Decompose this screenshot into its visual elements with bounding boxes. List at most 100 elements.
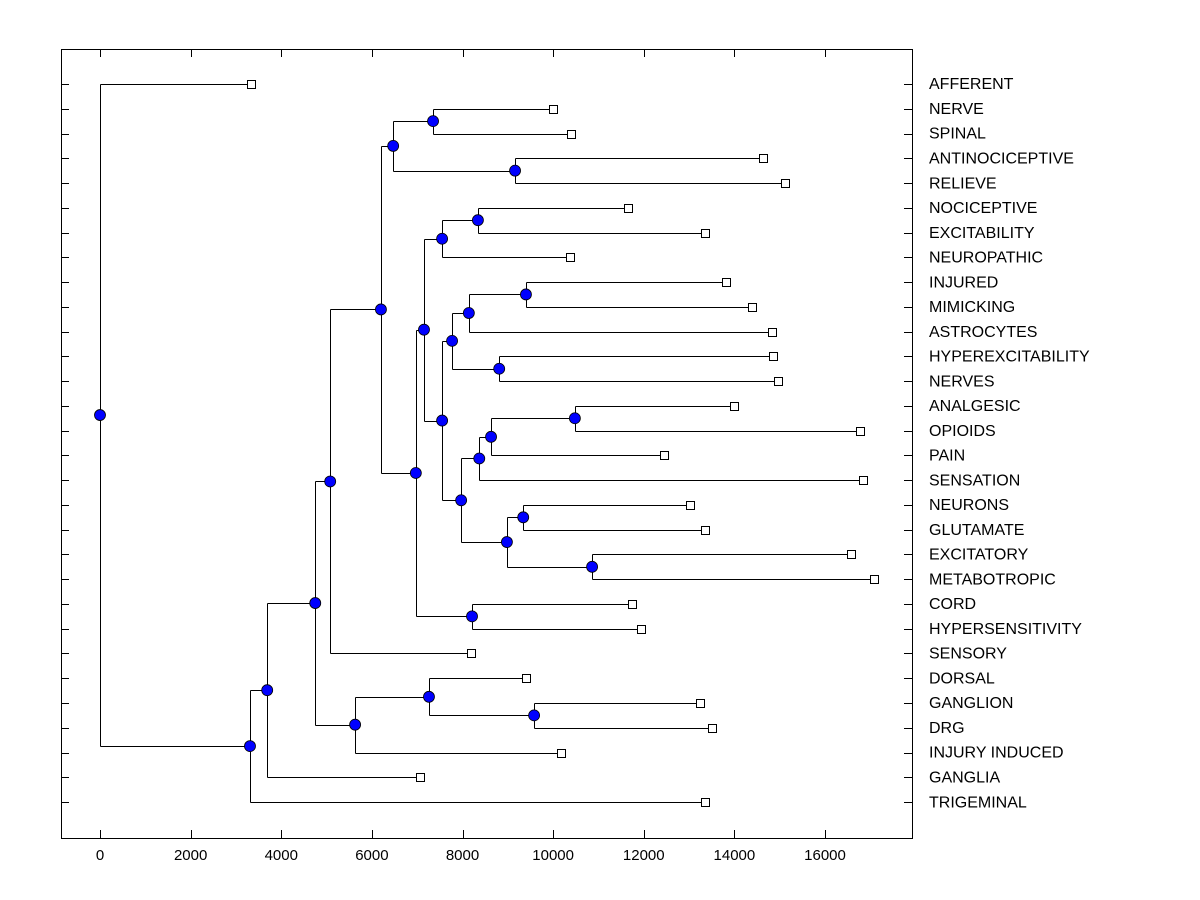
cluster-node-marker: [472, 214, 484, 227]
cluster-node-marker: [520, 288, 532, 301]
cluster-node-marker: [436, 232, 449, 245]
cluster-node-marker: [455, 494, 468, 507]
cluster-node-marker: [375, 303, 387, 316]
cluster-node-marker: [244, 740, 256, 753]
leaf-label: GANGLIA: [929, 769, 1000, 786]
leaf-marker: [722, 278, 731, 287]
cluster-node-marker: [94, 409, 106, 421]
leaf-marker: [686, 501, 695, 510]
leaf-label: DRG: [929, 720, 965, 737]
x-tick-label: 6000: [355, 847, 388, 864]
leaf-marker: [768, 328, 777, 337]
leaf-marker: [759, 154, 768, 163]
leaf-label: NERVE: [929, 101, 984, 118]
leaf-markers: [247, 80, 879, 807]
cluster-node-marker: [309, 597, 322, 609]
leaf-marker: [774, 377, 783, 386]
leaf-label: INJURED: [929, 274, 998, 291]
leaf-label: OPIOIDS: [929, 423, 996, 440]
tree-edges: [100, 84, 875, 803]
leaf-label: TRIGEMINAL: [929, 794, 1027, 811]
leaf-marker: [859, 476, 868, 485]
x-tick-label: 10000: [532, 847, 574, 864]
leaf-marker: [660, 451, 669, 460]
leaf-label: ANTINOCICEPTIVE: [929, 150, 1074, 167]
cluster-node-marker: [473, 452, 486, 465]
leaf-marker: [549, 105, 558, 114]
leaf-label: CORD: [929, 596, 976, 613]
cluster-node-marker: [485, 430, 497, 443]
leaf-marker: [566, 253, 575, 262]
leaf-marker: [847, 550, 856, 559]
leaf-label: ANALGESIC: [929, 398, 1021, 415]
axis-ticks: [61, 49, 912, 838]
leaf-label: METABOTROPIC: [929, 571, 1056, 588]
cluster-node-marker: [324, 475, 337, 488]
cluster-node-marker: [586, 560, 598, 573]
leaf-label: SPINAL: [929, 126, 986, 143]
leaf-label: MIMICKING: [929, 299, 1015, 316]
leaf-marker: [416, 773, 425, 782]
x-tick-label: 4000: [265, 847, 298, 864]
leaf-label: GLUTAMATE: [929, 522, 1024, 539]
leaf-marker: [696, 699, 705, 708]
x-tick-label: 8000: [446, 847, 479, 864]
leaf-label: RELIEVE: [929, 175, 997, 192]
leaf-label: NERVES: [929, 373, 995, 390]
x-tick-label: 14000: [714, 847, 756, 864]
leaf-label: SENSORY: [929, 646, 1007, 663]
cluster-node-marker: [427, 115, 439, 128]
cluster-node-marker: [509, 164, 521, 177]
cluster-node-marker: [466, 610, 478, 623]
leaf-label: NEUROPATHIC: [929, 250, 1043, 267]
leaf-label: SENSATION: [929, 472, 1020, 489]
cluster-node-marker: [446, 334, 458, 347]
leaf-label: HYPEREXCITABILITY: [929, 349, 1090, 366]
cluster-node-marker: [261, 684, 274, 697]
leaf-marker: [701, 229, 710, 238]
leaf-label: HYPERSENSITIVITY: [929, 621, 1082, 638]
leaf-label: ASTROCYTES: [929, 324, 1037, 341]
leaf-label: GANGLION: [929, 695, 1013, 712]
leaf-marker: [567, 130, 576, 139]
leaf-label: AFFERENT: [929, 76, 1014, 93]
cluster-node-marker: [349, 718, 362, 731]
leaf-marker: [624, 204, 633, 213]
leaf-marker: [781, 179, 790, 188]
node-markers: [94, 115, 598, 753]
leaf-marker: [637, 625, 646, 634]
leaf-label: PAIN: [929, 448, 965, 465]
cluster-node-marker: [418, 323, 430, 336]
cluster-node-marker: [387, 139, 400, 152]
leaf-marker: [522, 674, 531, 683]
leaf-labels: AFFERENT NERVE SPINAL ANTINOCICEPTIVE RELIEV…: [929, 76, 1090, 811]
cluster-node-marker: [436, 414, 449, 427]
cluster-node-marker: [517, 511, 530, 524]
leaf-marker: [730, 402, 739, 411]
cluster-node-marker: [493, 362, 506, 375]
leaf-label: NOCICEPTIVE: [929, 200, 1037, 217]
plot-frame: [61, 49, 913, 839]
leaf-marker: [701, 526, 710, 535]
plot-border: [61, 49, 913, 839]
leaf-label: NEURONS: [929, 497, 1009, 514]
leaf-marker: [856, 427, 865, 436]
cluster-node-marker: [501, 536, 513, 548]
x-tick-label: 2000: [174, 847, 207, 864]
leaf-marker: [701, 798, 710, 807]
leaf-marker: [467, 649, 476, 658]
leaf-label: INJURY INDUCED: [929, 745, 1064, 762]
x-tick-label: 16000: [804, 847, 846, 864]
leaf-marker: [708, 724, 717, 733]
leaf-label: EXCITABILITY: [929, 225, 1035, 242]
leaf-marker: [748, 303, 757, 312]
cluster-node-marker: [409, 467, 422, 479]
cluster-node-marker: [462, 307, 475, 319]
cluster-node-marker: [568, 412, 581, 425]
cluster-node-marker: [528, 709, 540, 722]
x-axis-tick-labels: 0 2000 4000 6000 8000 10000 12000 14000 16000: [96, 847, 846, 864]
x-tick-label: 12000: [623, 847, 665, 864]
leaf-label: DORSAL: [929, 670, 995, 687]
leaf-marker: [557, 749, 566, 758]
leaf-marker: [247, 80, 256, 89]
